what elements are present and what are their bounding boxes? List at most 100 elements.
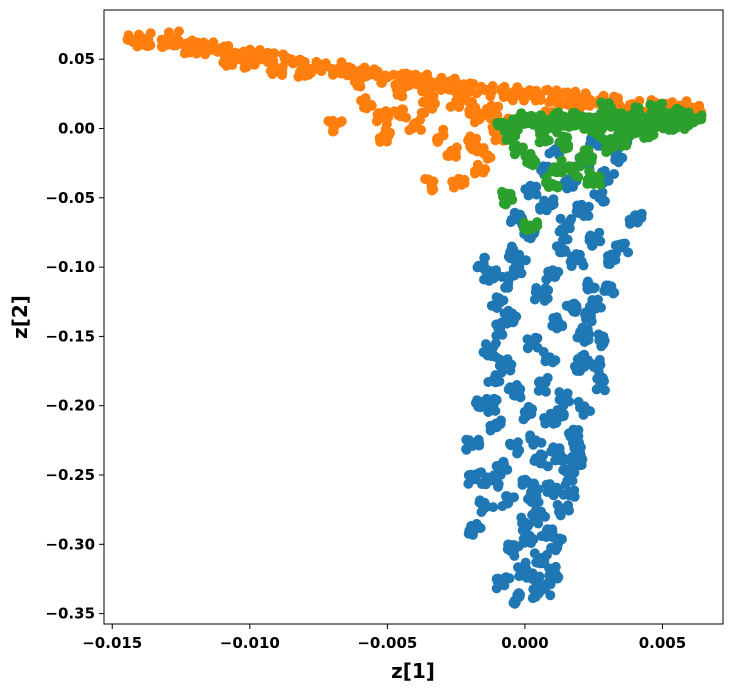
data-point-cluster	[564, 396, 575, 407]
data-point-cluster	[531, 333, 542, 344]
data-point-cluster	[659, 122, 670, 133]
data-point-cluster	[555, 247, 566, 258]
data-point-cluster	[600, 282, 611, 293]
data-point-cluster	[482, 265, 493, 276]
data-point-cluster	[278, 49, 289, 60]
data-point-cluster	[323, 116, 334, 127]
data-point-cluster	[512, 141, 523, 152]
data-point-cluster	[568, 161, 579, 172]
data-point-cluster	[592, 127, 603, 137]
data-point-cluster	[489, 470, 500, 481]
data-point-cluster	[644, 132, 655, 143]
data-point-cluster	[548, 199, 559, 210]
data-point-cluster	[199, 48, 210, 59]
x-axis-ticks: −0.015 −0.010 −0.005 0.000 0.005	[82, 624, 686, 652]
data-point-cluster	[584, 279, 595, 290]
y-tick-label: −0.35	[45, 605, 95, 623]
data-point-cluster	[559, 87, 570, 98]
data-point-cluster	[597, 187, 608, 198]
data-point-cluster	[553, 121, 564, 132]
data-point-cluster	[637, 122, 648, 133]
data-point-cluster	[420, 174, 431, 184]
data-point-cluster	[490, 405, 501, 416]
data-point-cluster	[591, 384, 602, 395]
data-point-cluster	[526, 497, 537, 507]
series-2	[492, 97, 707, 236]
data-point-cluster	[295, 66, 305, 77]
data-point-cluster	[594, 335, 605, 346]
data-point-cluster	[359, 102, 369, 113]
y-tick-label: 0.00	[58, 120, 95, 138]
data-point-cluster	[624, 214, 635, 225]
data-point-cluster	[503, 305, 514, 316]
data-point-cluster	[499, 126, 510, 137]
data-point-cluster	[550, 569, 561, 579]
data-point-cluster	[636, 110, 647, 121]
data-point-cluster	[358, 70, 369, 81]
data-point-cluster	[579, 407, 590, 418]
data-point-cluster	[550, 355, 561, 366]
data-point-cluster	[488, 342, 499, 353]
data-point-cluster	[543, 182, 554, 193]
data-point-cluster	[578, 97, 589, 108]
data-point-cluster	[572, 332, 583, 343]
data-point-cluster	[536, 437, 547, 448]
data-point-cluster	[627, 129, 638, 140]
data-point-cluster	[560, 466, 571, 477]
data-point-cluster	[472, 159, 483, 170]
data-point-cluster	[562, 132, 573, 143]
data-point-cluster	[554, 447, 565, 458]
data-point-cluster	[595, 179, 606, 190]
data-point-cluster	[432, 137, 443, 147]
y-tick-label: −0.25	[45, 466, 95, 484]
data-point-cluster	[554, 394, 565, 405]
data-point-cluster	[488, 502, 499, 513]
data-point-cluster	[563, 142, 573, 153]
data-point-cluster	[552, 405, 563, 416]
data-point-cluster	[470, 470, 481, 481]
data-point-cluster	[244, 59, 255, 70]
data-point-cluster	[376, 77, 387, 88]
data-point-cluster	[171, 40, 182, 51]
data-point-cluster	[579, 353, 590, 364]
data-point-cluster	[548, 146, 559, 157]
data-point-cluster	[560, 479, 571, 490]
data-point-cluster	[303, 67, 314, 78]
data-point-cluster	[490, 135, 501, 146]
data-point-cluster	[557, 320, 568, 331]
data-point-cluster	[526, 90, 537, 101]
data-point-cluster	[497, 329, 508, 340]
data-point-cluster	[499, 81, 510, 92]
data-point-cluster	[512, 82, 523, 93]
data-point-cluster	[486, 351, 497, 362]
data-point-cluster	[623, 117, 634, 128]
data-point-cluster	[328, 126, 339, 137]
data-point-cluster	[522, 117, 533, 128]
x-axis-label: z[1]	[391, 659, 435, 683]
data-point-cluster	[542, 461, 553, 472]
data-point-cluster	[394, 106, 405, 117]
data-point-cluster	[491, 583, 502, 594]
x-tick-label: −0.010	[220, 634, 280, 652]
data-point-cluster	[510, 130, 521, 141]
data-point-cluster	[566, 261, 577, 272]
data-point-cluster	[267, 63, 278, 74]
data-point-cluster	[557, 97, 568, 108]
data-point-cluster	[522, 155, 533, 166]
data-point-cluster	[162, 33, 173, 44]
data-point-cluster	[618, 126, 629, 137]
plot-frame	[103, 9, 724, 625]
data-point-cluster	[550, 545, 561, 556]
data-point-cluster	[523, 190, 534, 201]
data-point-cluster	[498, 459, 509, 470]
data-point-cluster	[549, 414, 560, 425]
data-point-cluster	[586, 115, 597, 126]
data-point-cluster	[488, 272, 499, 283]
data-point-cluster	[551, 167, 562, 178]
data-point-cluster	[510, 115, 521, 126]
data-point-cluster	[198, 37, 209, 48]
data-point-cluster	[510, 597, 521, 608]
data-point-cluster	[443, 151, 454, 162]
data-point-cluster	[455, 177, 466, 188]
